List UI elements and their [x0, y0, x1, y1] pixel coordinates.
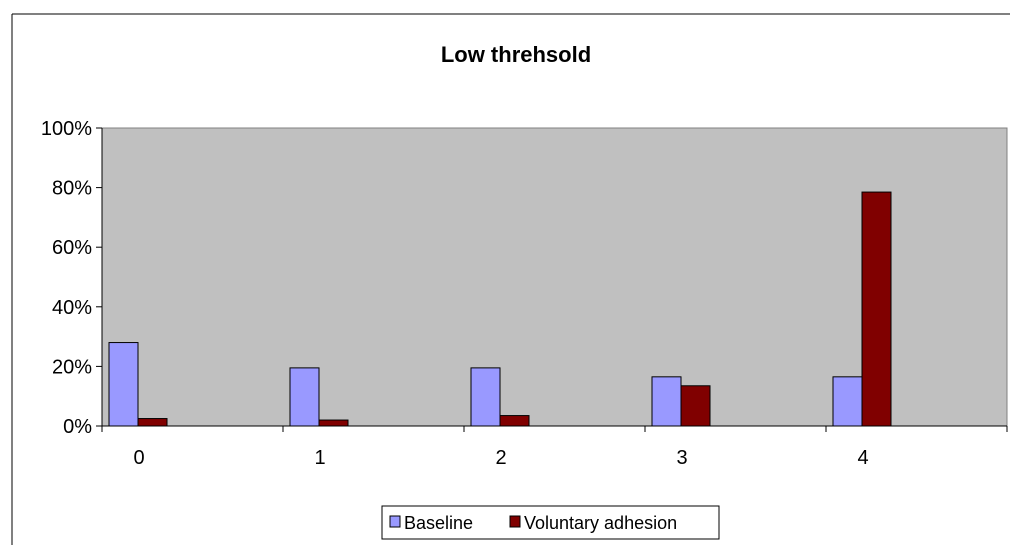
x-tick-label: 0	[133, 447, 144, 469]
bar-voluntary-adhesion-4	[861, 191, 892, 427]
y-axis-ticks: 0% 20% 40% 60% 80% 100%	[41, 118, 102, 438]
bar-baseline-4	[832, 376, 863, 427]
y-tick-label: 40%	[52, 297, 92, 319]
bar-voluntary-adhesion-0	[137, 418, 168, 427]
x-tick-label: 2	[495, 447, 506, 469]
y-tick-label: 60%	[52, 237, 92, 259]
bar-voluntary-adhesion-1	[318, 419, 349, 427]
legend-box	[381, 505, 720, 540]
y-tick-label: 100%	[41, 118, 92, 140]
x-tick-label: 1	[314, 447, 325, 469]
bar-baseline-0	[108, 342, 139, 427]
bars	[108, 191, 892, 427]
y-tick-label: 20%	[52, 356, 92, 378]
legend-swatch-voluntary-adhesion	[509, 515, 521, 528]
bar-voluntary-adhesion-2	[499, 415, 530, 427]
legend-label-baseline: Baseline	[404, 513, 473, 533]
bar-voluntary-adhesion-3	[680, 385, 711, 427]
bar-baseline-2	[470, 367, 501, 427]
legend-label-voluntary-adhesion: Voluntary adhesion	[524, 513, 677, 533]
bar-baseline-3	[651, 376, 682, 427]
legend: Baseline Voluntary adhesion	[381, 505, 720, 540]
x-tick-label: 4	[857, 447, 868, 469]
bar-baseline-1	[289, 367, 320, 427]
x-tick-label: 3	[676, 447, 687, 469]
x-axis-ticks: 0 1 2 3 4	[101, 426, 1008, 469]
y-tick-label: 0%	[63, 416, 92, 438]
chart-title: Low threhsold	[441, 42, 591, 67]
y-tick-label: 80%	[52, 178, 92, 200]
legend-swatch-baseline	[389, 515, 401, 528]
